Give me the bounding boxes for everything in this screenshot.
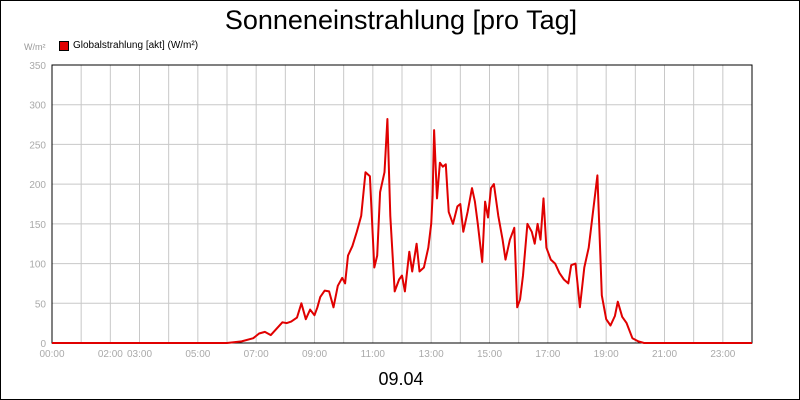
x-tick-label: 23:00 xyxy=(710,349,735,360)
legend: Globalstrahlung [akt] (W/m²) xyxy=(59,40,198,51)
x-tick-label: 09:00 xyxy=(302,349,327,360)
y-tick-label: 150 xyxy=(29,220,46,231)
x-tick-label: 13:00 xyxy=(419,349,444,360)
x-tick-label: 03:00 xyxy=(127,349,152,360)
y-tick-label: 100 xyxy=(29,260,46,271)
y-tick-label: 300 xyxy=(29,101,46,112)
legend-label: Globalstrahlung [akt] (W/m²) xyxy=(73,40,199,51)
y-unit-label: W/m² xyxy=(24,42,46,52)
x-tick-label: 21:00 xyxy=(652,349,677,360)
y-tick-label: 50 xyxy=(35,299,47,310)
x-tick-label: 15:00 xyxy=(477,349,502,360)
plot-border xyxy=(51,64,753,344)
x-tick-label: 05:00 xyxy=(185,349,210,360)
x-tick-label: 19:00 xyxy=(594,349,619,360)
x-tick-label: 07:00 xyxy=(244,349,269,360)
x-tick-label: 00:00 xyxy=(39,349,64,360)
date-label: 09.04 xyxy=(378,369,424,389)
legend-swatch xyxy=(59,40,69,51)
y-tick-label: 250 xyxy=(29,140,46,151)
x-tick-label: 02:00 xyxy=(98,349,123,360)
y-tick-label: 350 xyxy=(29,61,46,72)
y-tick-label: 0 xyxy=(40,339,46,350)
y-tick-label: 200 xyxy=(29,180,46,191)
x-tick-label: 11:00 xyxy=(361,349,386,360)
x-tick-label: 17:00 xyxy=(535,349,560,360)
series-line xyxy=(52,118,752,344)
chart-title: Sonneneinstrahlung [pro Tag] xyxy=(224,5,578,35)
